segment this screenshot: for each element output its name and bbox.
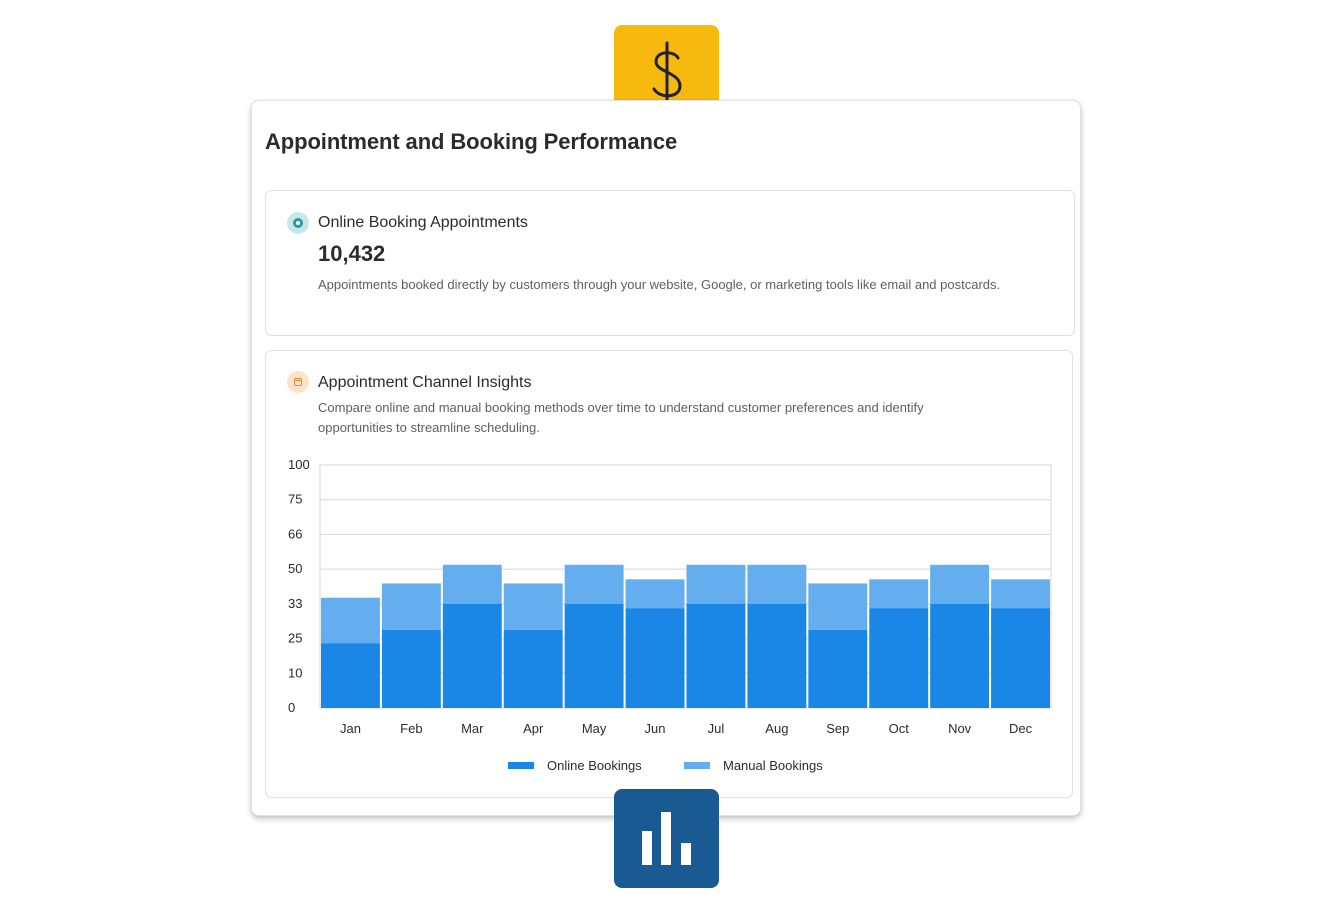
bar-online-bookings [808,629,868,708]
y-tick-label: 50 [288,561,302,576]
online-booking-panel: Online Booking Appointments 10,432 Appoi… [265,190,1075,336]
bar-online-bookings [564,603,624,708]
bar-manual-bookings [381,583,441,630]
bar-online-bookings [869,608,929,708]
bar-manual-bookings [808,583,868,630]
x-tick-label: Jun [645,721,666,736]
online-booking-count: 10,432 [318,241,386,266]
calendar-badge-icon [287,371,309,393]
channel-insights-heading: Appointment Channel Insights [318,374,532,391]
bar-online-bookings [442,603,502,708]
bar-manual-bookings [442,564,502,604]
card-title: Appointment and Booking Performance [265,129,678,154]
bar-manual-bookings [686,564,746,604]
y-tick-label: 0 [288,700,295,715]
appointment-badge-icon [287,212,309,234]
x-tick-label: Nov [948,721,972,736]
channel-bar-chart: 0 10 25 33 50 66 75 100 Jan Feb Mar Apr May Jun Jul Aug… [288,457,1052,773]
bar-online-bookings [991,608,1050,708]
bar-online-bookings [747,603,807,708]
bar-manual-bookings [747,564,807,604]
plot-frame [319,464,1052,709]
x-tick-label: Oct [889,721,910,736]
x-tick-label: Feb [400,721,422,736]
bar-online-bookings [321,643,380,708]
bar-manual-bookings [869,579,929,609]
y-tick-label: 33 [288,596,302,611]
legend-swatch-manual [684,762,710,769]
y-tick-label: 10 [288,665,302,680]
bar-manual-bookings [625,579,685,609]
y-tick-label: 66 [288,526,302,541]
y-tick-label: 25 [288,631,302,646]
x-tick-label: Dec [1009,721,1033,736]
channel-insights-description: Compare online and manual booking method… [318,400,924,435]
bar-manual-bookings [321,597,380,644]
bar-manual-bookings [930,564,990,604]
legend-label-online: Online Bookings [547,758,642,773]
channel-insights-panel: Appointment Channel Insights Compare onl… [265,350,1073,798]
x-tick-label: May [582,721,607,736]
bar-online-bookings [381,629,441,708]
online-booking-heading: Online Booking Appointments [318,214,528,231]
x-tick-label: Jan [340,721,361,736]
x-tick-label: Aug [765,721,788,736]
bar-manual-bookings [564,564,624,604]
bar-online-bookings [930,603,990,708]
legend-swatch-online [508,762,534,769]
bar-manual-bookings [991,579,1050,609]
x-tick-label: Jul [708,721,725,736]
online-booking-description: Appointments booked directly by customer… [318,277,1001,292]
x-tick-label: Mar [461,721,484,736]
legend-label-manual: Manual Bookings [723,758,823,773]
y-tick-label: 75 [288,492,302,507]
x-tick-label: Apr [523,721,544,736]
y-tick-label: 100 [288,457,310,472]
bar-online-bookings [625,608,685,708]
x-tick-label: Sep [826,721,849,736]
bar-online-bookings [503,629,563,708]
bar-online-bookings [686,603,746,708]
bar-chart-icon [614,789,719,888]
bar-manual-bookings [503,583,563,630]
booking-performance-card: Appointment and Booking Performance Onli… [251,100,1081,816]
